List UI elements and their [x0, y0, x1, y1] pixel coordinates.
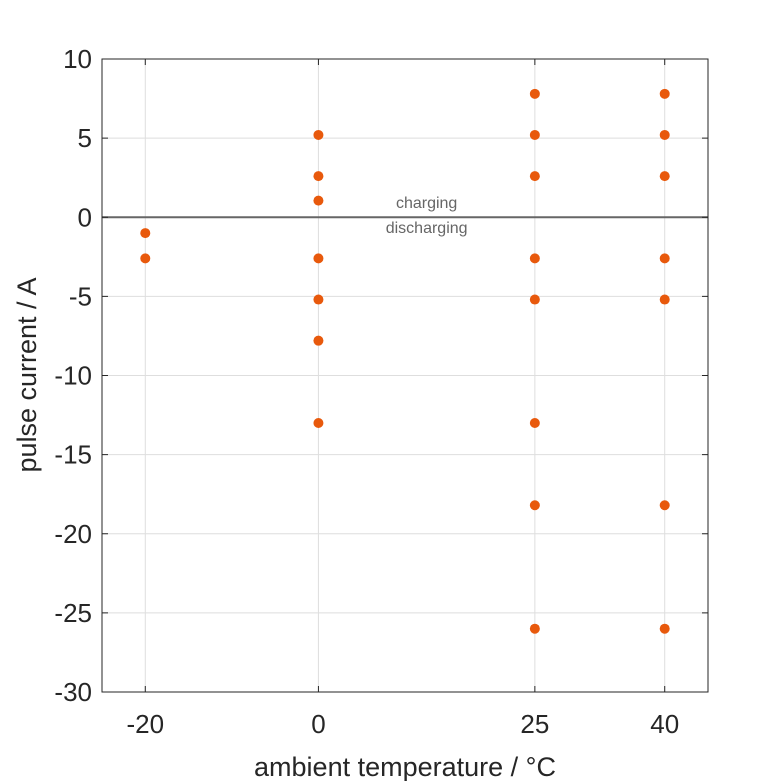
data-point — [529, 171, 540, 182]
data-point — [659, 88, 670, 99]
data-point — [313, 171, 324, 182]
x-tick-label: -20 — [126, 709, 164, 739]
x-tick-label: 25 — [520, 709, 549, 739]
annotation-label: discharging — [386, 220, 468, 237]
x-tick-label: 40 — [650, 709, 679, 739]
y-tick-label: -20 — [54, 519, 92, 549]
data-point — [659, 623, 670, 634]
data-point — [313, 129, 324, 140]
data-point — [659, 171, 670, 182]
data-point — [659, 500, 670, 511]
data-point — [140, 228, 151, 239]
y-tick-label: -10 — [54, 361, 92, 391]
y-tick-label: 5 — [78, 123, 92, 153]
y-axis-title: pulse current / A — [12, 277, 42, 472]
y-tick-label: 0 — [78, 202, 92, 232]
data-point — [313, 294, 324, 305]
axis-ticks: -20 0 25 40 10 5 0 -5 -10 -15 -20 -25 -30 — [54, 44, 708, 739]
data-point — [659, 294, 670, 305]
data-point — [140, 253, 151, 264]
x-tick-label: 0 — [311, 709, 325, 739]
grid-lines — [102, 58, 708, 693]
data-point — [529, 500, 540, 511]
y-tick-label: -25 — [54, 598, 92, 628]
data-points — [140, 88, 670, 634]
data-point — [529, 294, 540, 305]
data-point — [659, 129, 670, 140]
data-point — [313, 195, 324, 206]
y-tick-label: -5 — [69, 281, 92, 311]
y-tick-label: -15 — [54, 440, 92, 470]
data-point — [529, 417, 540, 428]
data-point — [529, 253, 540, 264]
annotations: charging discharging — [386, 195, 468, 237]
data-point — [313, 417, 324, 428]
data-point — [313, 253, 324, 264]
data-point — [529, 623, 540, 634]
annotation-label: charging — [396, 195, 457, 212]
y-tick-label: 10 — [63, 44, 92, 74]
data-point — [529, 129, 540, 140]
data-point — [529, 88, 540, 99]
data-point — [659, 253, 670, 264]
data-point — [313, 335, 324, 346]
x-axis-title: ambient temperature / °C — [254, 752, 556, 781]
y-tick-label: -30 — [54, 677, 92, 707]
